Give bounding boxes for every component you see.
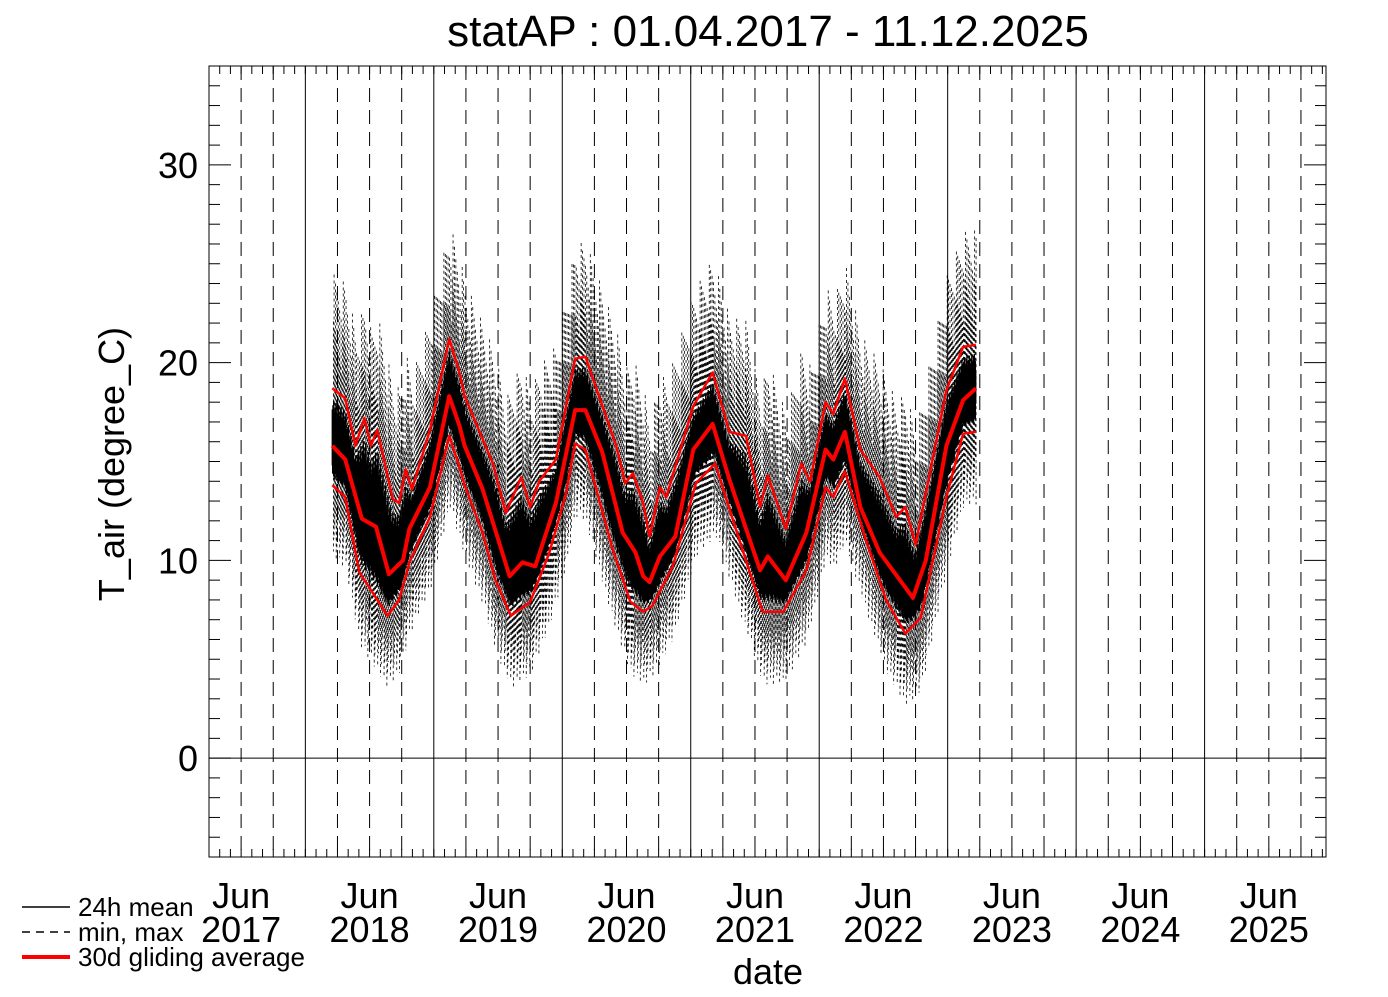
axis-ticks [209, 65, 1326, 858]
legend-label-gliding: 30d gliding average [78, 942, 305, 972]
gliding-min-line [331, 430, 977, 635]
x-tick-label-month: Jun [469, 875, 527, 916]
x-axis-label: date [733, 951, 803, 992]
x-tick-label-year: 2019 [458, 909, 538, 950]
x-tick-label-year: 2024 [1100, 909, 1180, 950]
x-tick-label-month: Jun [212, 875, 270, 916]
chart-title: statAP : 01.04.2017 - 11.12.2025 [447, 7, 1089, 56]
x-tick-label-year: 2022 [843, 909, 923, 950]
y-tick-label: 0 [178, 738, 198, 779]
daily-data [331, 230, 977, 706]
y-axis-label: T_air (degree_C) [91, 327, 132, 601]
x-tick-label-month: Jun [1240, 875, 1298, 916]
legend-label-min-max: min, max [78, 917, 183, 947]
plot-frame [208, 65, 1327, 858]
y-tick-label: 20 [158, 343, 198, 384]
x-tick-label-year: 2021 [715, 909, 795, 950]
legend: 24h mean min, max 30d gliding average [22, 892, 305, 972]
legend-label-24h-mean: 24h mean [78, 892, 194, 922]
y-tick-labels: 0 10 20 30 [158, 145, 198, 779]
x-tick-label-month: Jun [726, 875, 784, 916]
y-tick-label: 10 [158, 540, 198, 581]
x-tick-label-year: 2025 [1229, 909, 1309, 950]
y-tick-label: 30 [158, 145, 198, 186]
x-tick-label-month: Jun [341, 875, 399, 916]
x-tick-labels: Jun2017Jun2018Jun2019Jun2020Jun2021Jun20… [201, 875, 1309, 950]
x-tick-label-month: Jun [597, 875, 655, 916]
x-tick-label-year: 2018 [330, 909, 410, 950]
gliding-max-line [331, 337, 977, 546]
x-tick-label-year: 2020 [586, 909, 666, 950]
x-tick-label-month: Jun [1111, 875, 1169, 916]
x-tick-label-month: Jun [854, 875, 912, 916]
x-tick-label-month: Jun [983, 875, 1041, 916]
gliding-mean-line [330, 386, 978, 600]
x-tick-label-year: 2017 [201, 909, 281, 950]
gliding-average-lines [330, 337, 978, 635]
x-tick-label-year: 2023 [972, 909, 1052, 950]
